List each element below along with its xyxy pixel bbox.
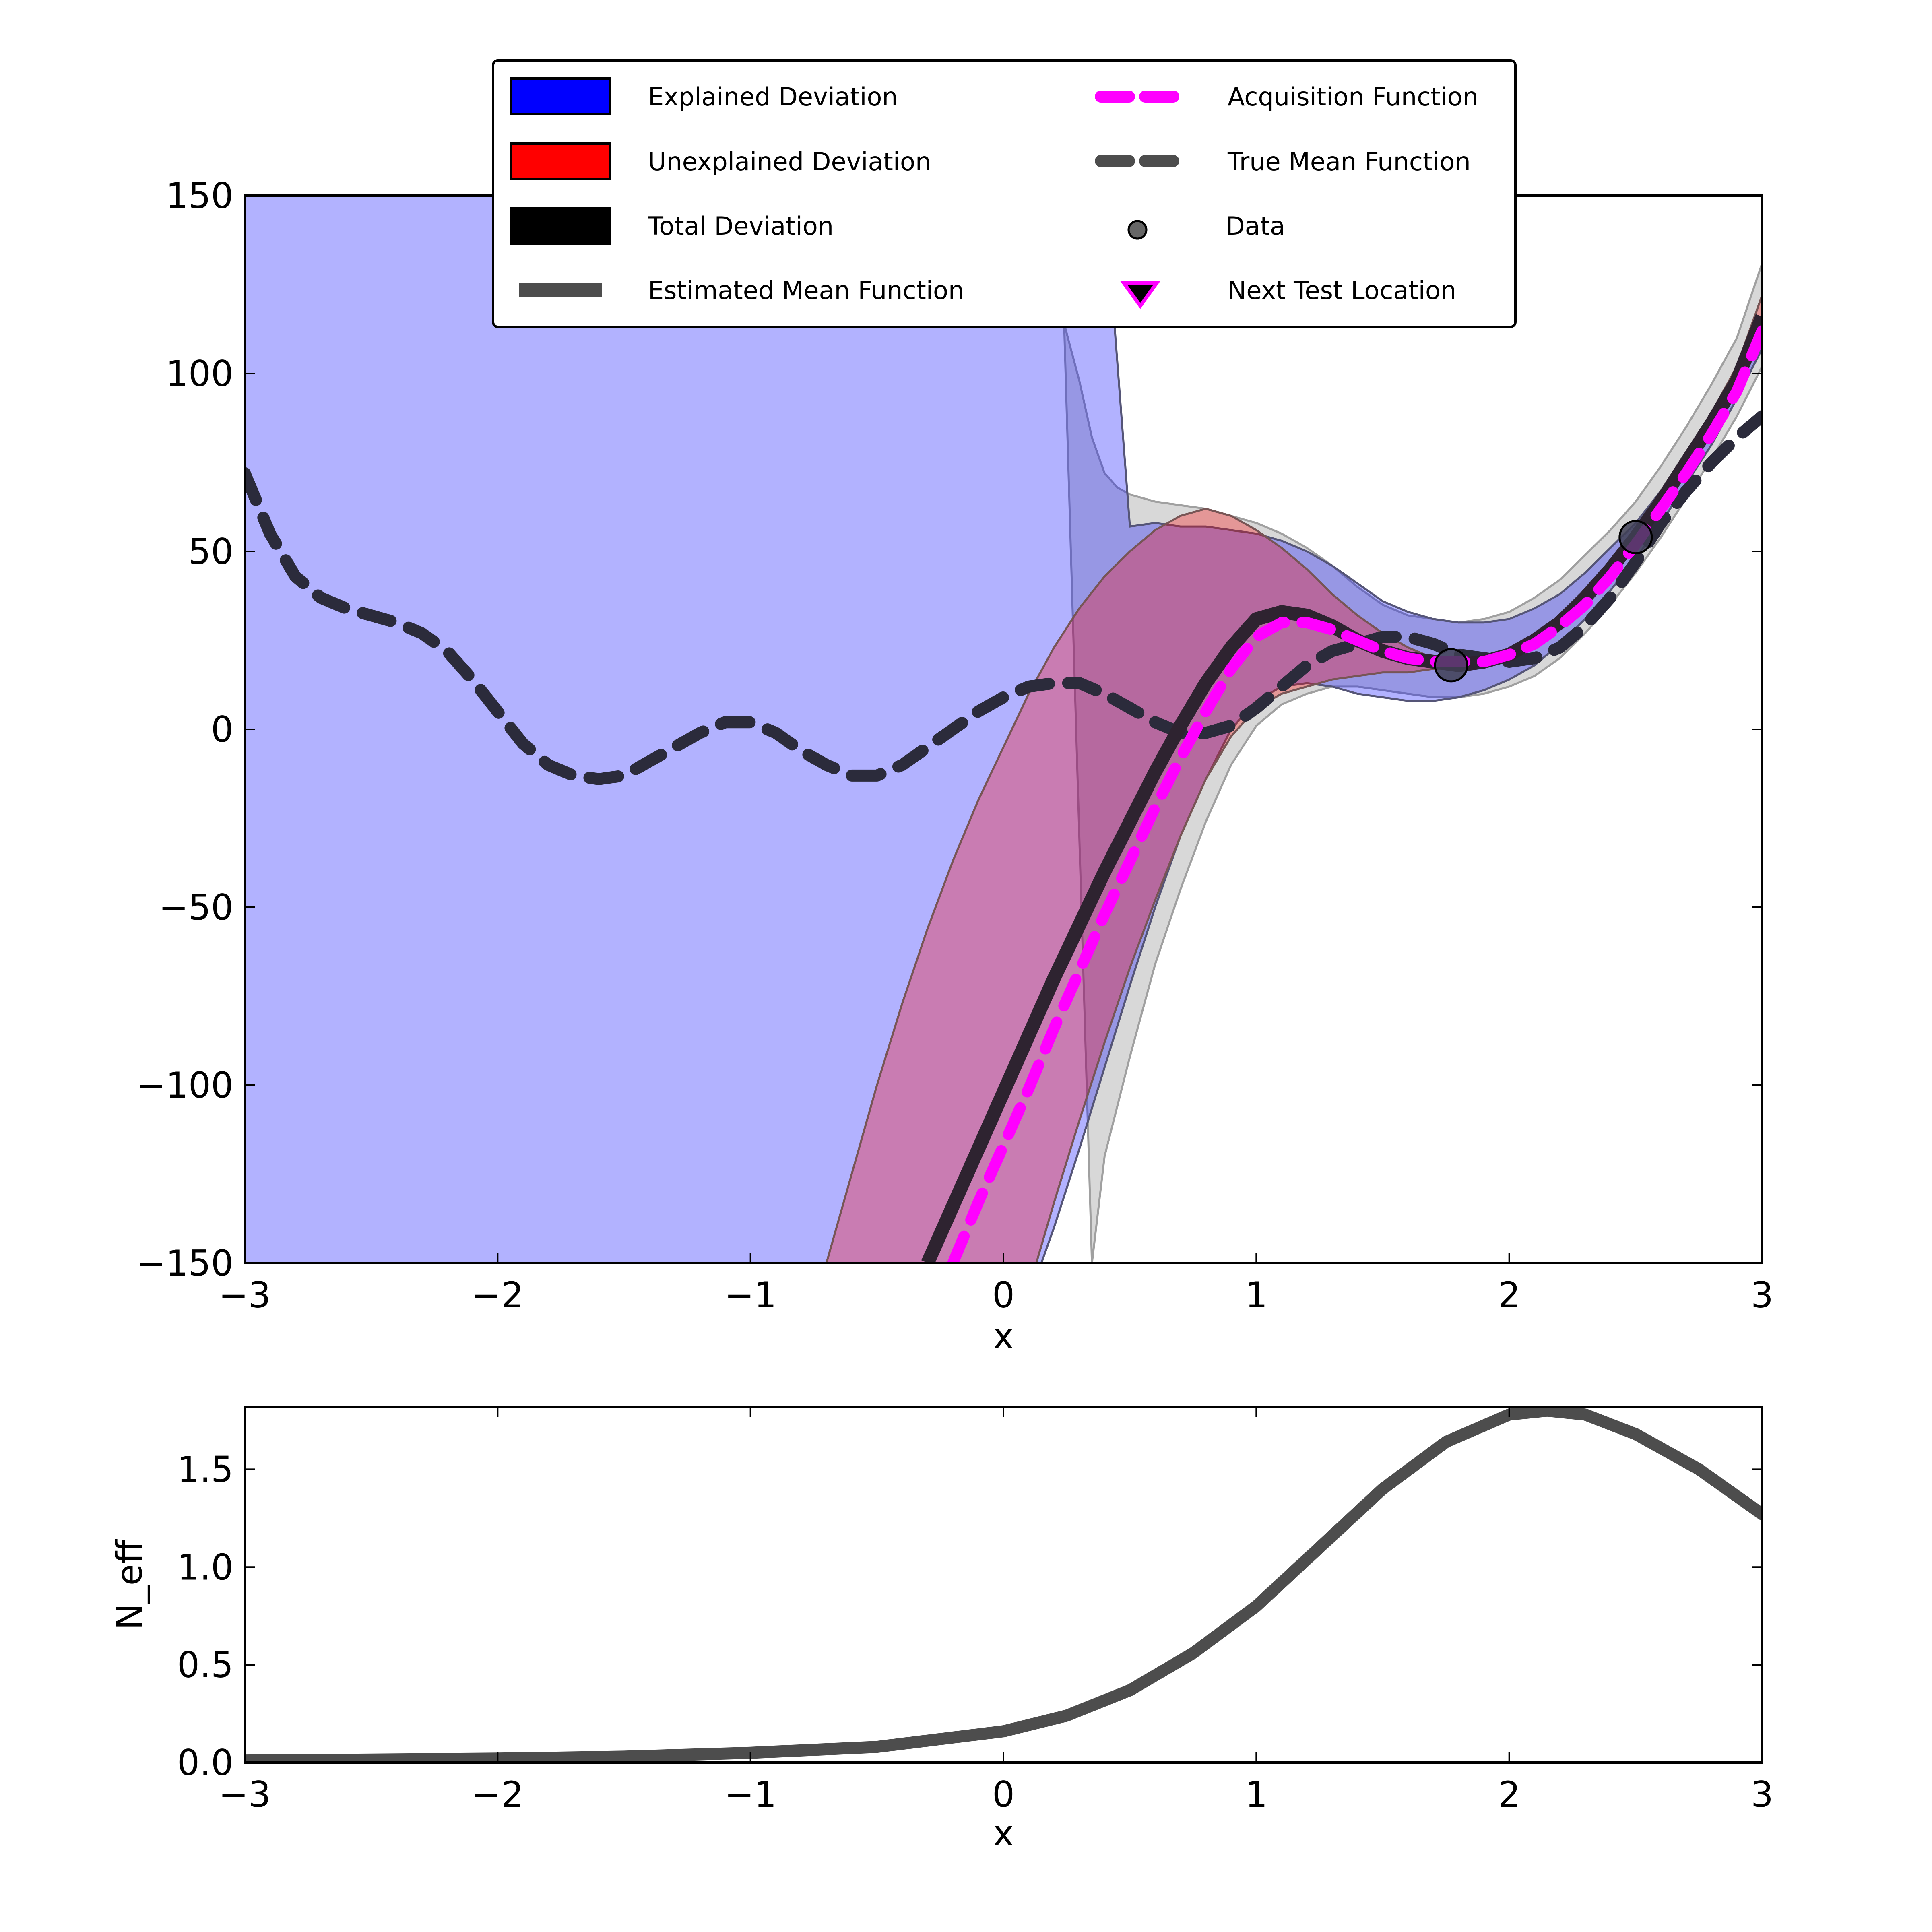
legend-label-next-test-location: Next Test Location	[1228, 276, 1456, 305]
bottom-plot-data	[245, 1407, 1762, 1763]
top-x-tick-label: 2	[1498, 1274, 1521, 1316]
legend-swatch-next-test-location	[1120, 281, 1160, 309]
legend-label-acquisition: Acquisition Function	[1228, 82, 1478, 111]
top-x-tick-label: 3	[1751, 1274, 1773, 1316]
acquisition-function-line	[947, 325, 1762, 1263]
bottom-x-tick-label: 3	[1751, 1774, 1773, 1815]
bottom-y-tick-label: 1.0	[177, 1546, 233, 1588]
legend-label-true-mean: True Mean Function	[1227, 147, 1471, 176]
bottom-axis-ticks: −3 −2 −1 0 1 2 3 0.0 0.5 1.0 1.5	[177, 1407, 1773, 1815]
data-point	[1618, 520, 1653, 555]
top-y-tick-label: −150	[136, 1243, 233, 1284]
top-y-tick-label: 50	[188, 531, 233, 572]
legend-swatch-explained	[510, 77, 611, 115]
top-x-tick-label: 0	[992, 1274, 1015, 1316]
legend-label-explained: Explained Deviation	[648, 82, 898, 111]
main-plot-panel: −3 −2 −1 0 1 2 3 −150 −100 −50 0 50 100 150 x	[136, 175, 1773, 1357]
data-point	[1434, 648, 1468, 683]
bottom-y-tick-label: 1.5	[177, 1449, 233, 1490]
top-y-tick-label: 100	[166, 353, 233, 394]
legend-label-estimated-mean: Estimated Mean Function	[648, 276, 964, 305]
n-eff-plot-panel: −3 −2 −1 0 1 2 3 0.0 0.5 1.0 1.5 x N_eff	[109, 1406, 1773, 1854]
bottom-x-tick-label: −1	[724, 1774, 777, 1815]
legend: Explained Deviation Unexplained Deviatio…	[492, 59, 1517, 328]
bottom-plot-background	[245, 1407, 1762, 1763]
top-plot-data	[245, 196, 1762, 1263]
top-y-tick-label: 0	[211, 709, 233, 750]
bottom-y-tick-label: 0.0	[177, 1742, 233, 1783]
legend-label-unexplained: Unexplained Deviation	[648, 147, 931, 176]
legend-frame	[492, 59, 1517, 328]
legend-swatch-data	[1127, 220, 1148, 240]
bottom-x-tick-label: −2	[471, 1774, 524, 1815]
bottom-x-tick-label: 0	[992, 1774, 1015, 1815]
legend-swatch-unexplained	[510, 142, 611, 180]
total-deviation-band	[1063, 263, 1762, 1263]
top-x-tick-label: −1	[724, 1274, 777, 1316]
bottom-x-tick-label: 2	[1498, 1774, 1521, 1815]
bottom-y-axis-label: N_eff	[109, 1538, 150, 1630]
top-y-tick-label: −100	[136, 1065, 233, 1106]
top-y-tick-label: 150	[166, 175, 233, 217]
legend-label-data: Data	[1226, 211, 1285, 241]
top-x-tick-label: 1	[1245, 1274, 1267, 1316]
bottom-x-tick-label: −3	[219, 1774, 271, 1815]
top-axis-ticks: −3 −2 −1 0 1 2 3 −150 −100 −50 0 50 100 150	[136, 175, 1773, 1316]
bottom-x-tick-label: 1	[1245, 1774, 1267, 1815]
n-eff-line	[245, 1407, 1762, 1763]
bottom-y-tick-label: 0.5	[177, 1644, 233, 1686]
legend-label-total: Total Deviation	[648, 211, 834, 241]
top-x-tick-label: −2	[471, 1274, 524, 1316]
bottom-x-axis-label: x	[993, 1812, 1014, 1854]
top-x-axis-label: x	[993, 1315, 1014, 1357]
top-x-tick-label: −3	[219, 1274, 271, 1316]
legend-swatch-total	[510, 207, 611, 245]
top-y-tick-label: −50	[159, 887, 233, 928]
